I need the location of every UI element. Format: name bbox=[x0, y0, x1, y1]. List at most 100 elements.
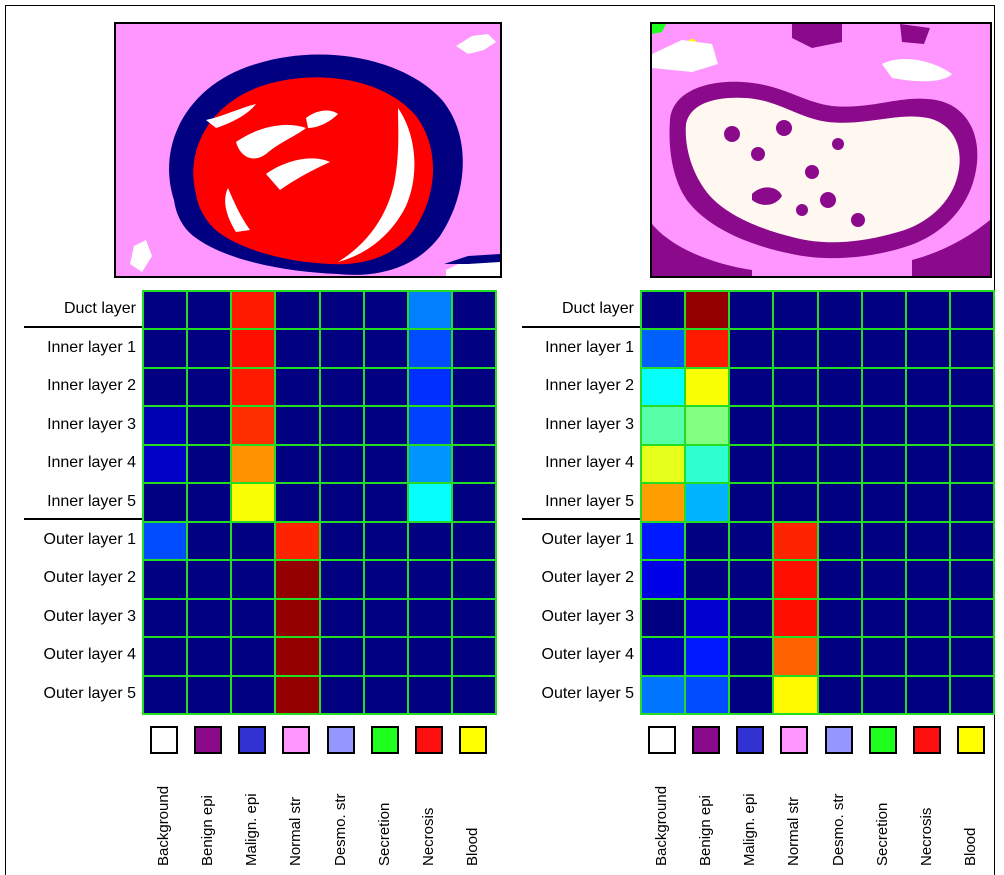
legend-swatch bbox=[912, 726, 941, 754]
heatmap-cell bbox=[408, 638, 451, 675]
heatmap-cell bbox=[730, 599, 773, 637]
heatmap-cell bbox=[686, 599, 729, 637]
duct-separator-right bbox=[522, 326, 640, 328]
heatmap-cell bbox=[774, 599, 817, 637]
heatmap-cell bbox=[452, 638, 495, 675]
heatmap-cell bbox=[408, 676, 451, 713]
heatmap-cell bbox=[276, 368, 319, 406]
legend-label: Malign. epi bbox=[741, 793, 759, 866]
heatmap-cell bbox=[686, 330, 729, 367]
heatmap-cell bbox=[906, 676, 949, 713]
heatmap-cell bbox=[774, 638, 817, 675]
heatmap-cell bbox=[364, 292, 407, 329]
heatmap-cell bbox=[950, 676, 993, 713]
heatmap-cell bbox=[818, 561, 861, 598]
heatmap-cell bbox=[232, 561, 275, 598]
heatmap-cell bbox=[862, 368, 905, 406]
heatmap-cell bbox=[320, 484, 363, 521]
heatmap-cell bbox=[906, 484, 949, 521]
heatmap-cell bbox=[276, 676, 319, 713]
heatmap-cell bbox=[320, 676, 363, 713]
heatmap-cell bbox=[276, 445, 319, 483]
heatmap-cell bbox=[950, 484, 993, 521]
heatmap-cell bbox=[862, 484, 905, 521]
heatmap-cell bbox=[818, 445, 861, 483]
heatmap-cell bbox=[144, 407, 187, 444]
heatmap-cell bbox=[408, 561, 451, 598]
heatmap-cell bbox=[818, 676, 861, 713]
legend-swatch bbox=[194, 726, 223, 754]
legend-swatch bbox=[414, 726, 443, 754]
heatmap-cell bbox=[232, 445, 275, 483]
legend-label: Malign. epi bbox=[243, 793, 261, 866]
left-panel: Duct layer Inner layer 1 Inner layer 2 Inne… bbox=[0, 0, 502, 871]
row-label: Inner layer 5 bbox=[545, 492, 634, 510]
heatmap-cell bbox=[408, 292, 451, 329]
heatmap-cell bbox=[452, 407, 495, 444]
heatmap-cell bbox=[276, 599, 319, 637]
row-label: Inner layer 1 bbox=[545, 338, 634, 356]
heatmap-cell bbox=[276, 292, 319, 329]
heatmap-cell bbox=[686, 522, 729, 560]
heatmap-cell bbox=[188, 407, 231, 444]
heatmap-cell bbox=[144, 292, 187, 329]
heatmap-cell bbox=[364, 561, 407, 598]
legend-label: Benign epi bbox=[697, 795, 715, 866]
legend-label: Necrosis bbox=[419, 807, 437, 866]
heatmap-cell bbox=[364, 484, 407, 521]
heatmap-cell bbox=[818, 292, 861, 329]
legend-swatch bbox=[868, 726, 897, 754]
heatmap-cell bbox=[862, 292, 905, 329]
legend-swatch bbox=[370, 726, 399, 754]
heatmap-cell bbox=[642, 561, 685, 598]
heatmap-cell bbox=[686, 561, 729, 598]
heatmap-cell bbox=[408, 407, 451, 444]
heatmap-cell bbox=[452, 522, 495, 560]
heatmap-cell bbox=[364, 445, 407, 483]
heatmap-cell bbox=[188, 445, 231, 483]
legend-label: Background bbox=[155, 785, 173, 866]
segmentation-map-right bbox=[652, 24, 990, 276]
heatmap-cell bbox=[818, 368, 861, 406]
heatmap-cell bbox=[774, 484, 817, 521]
heatmap-cell bbox=[144, 522, 187, 560]
row-label: Outer layer 3 bbox=[541, 607, 634, 625]
heatmap-cell bbox=[144, 445, 187, 483]
heatmap-cell bbox=[686, 484, 729, 521]
heatmap-cell bbox=[364, 676, 407, 713]
heatmap-cell bbox=[320, 445, 363, 483]
heatmap-cell bbox=[862, 638, 905, 675]
row-label: Outer layer 2 bbox=[541, 569, 634, 587]
heatmap-cell bbox=[818, 407, 861, 444]
heatmap-cell bbox=[408, 445, 451, 483]
heatmap-cell bbox=[144, 599, 187, 637]
heatmap-cell bbox=[774, 676, 817, 713]
heatmap-cell bbox=[144, 561, 187, 598]
legend-label: Normal str bbox=[785, 796, 803, 866]
heatmap-cell bbox=[408, 599, 451, 637]
heatmap-cell bbox=[276, 638, 319, 675]
heatmap-cell bbox=[320, 638, 363, 675]
heatmap-cell bbox=[364, 599, 407, 637]
heatmap-cell bbox=[906, 638, 949, 675]
heatmap-cell bbox=[862, 522, 905, 560]
heatmap-cell bbox=[730, 561, 773, 598]
heatmap-cell bbox=[188, 292, 231, 329]
heatmap-cell bbox=[452, 484, 495, 521]
heatmap-cell bbox=[818, 330, 861, 367]
heatmap-cell bbox=[642, 407, 685, 444]
legend-swatch bbox=[150, 726, 179, 754]
right-panel: Duct layer Inner layer 1 Inner layer 2 Inne… bbox=[498, 0, 998, 871]
heatmap-cell bbox=[452, 292, 495, 329]
heatmap-cell bbox=[730, 638, 773, 675]
heatmap-cell bbox=[188, 522, 231, 560]
heatmap-cell bbox=[730, 368, 773, 406]
heatmap-cell bbox=[642, 445, 685, 483]
heatmap-cell bbox=[364, 638, 407, 675]
heatmap-cell bbox=[320, 522, 363, 560]
heatmap-cell bbox=[144, 330, 187, 367]
row-label: Inner layer 5 bbox=[47, 492, 136, 510]
heatmap-cell bbox=[144, 638, 187, 675]
heatmap-cell bbox=[642, 522, 685, 560]
row-label: Duct layer bbox=[561, 300, 634, 318]
